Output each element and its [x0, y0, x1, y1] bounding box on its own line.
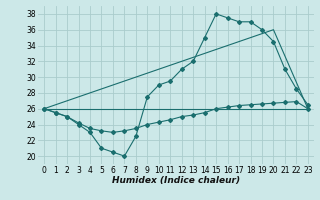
X-axis label: Humidex (Indice chaleur): Humidex (Indice chaleur) [112, 176, 240, 185]
